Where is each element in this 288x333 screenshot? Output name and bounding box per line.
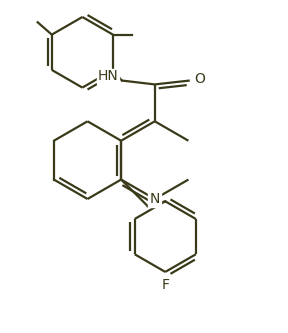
Text: HN: HN [97, 69, 118, 83]
Text: O: O [194, 72, 205, 86]
Text: F: F [161, 278, 169, 292]
Text: N: N [149, 192, 160, 206]
